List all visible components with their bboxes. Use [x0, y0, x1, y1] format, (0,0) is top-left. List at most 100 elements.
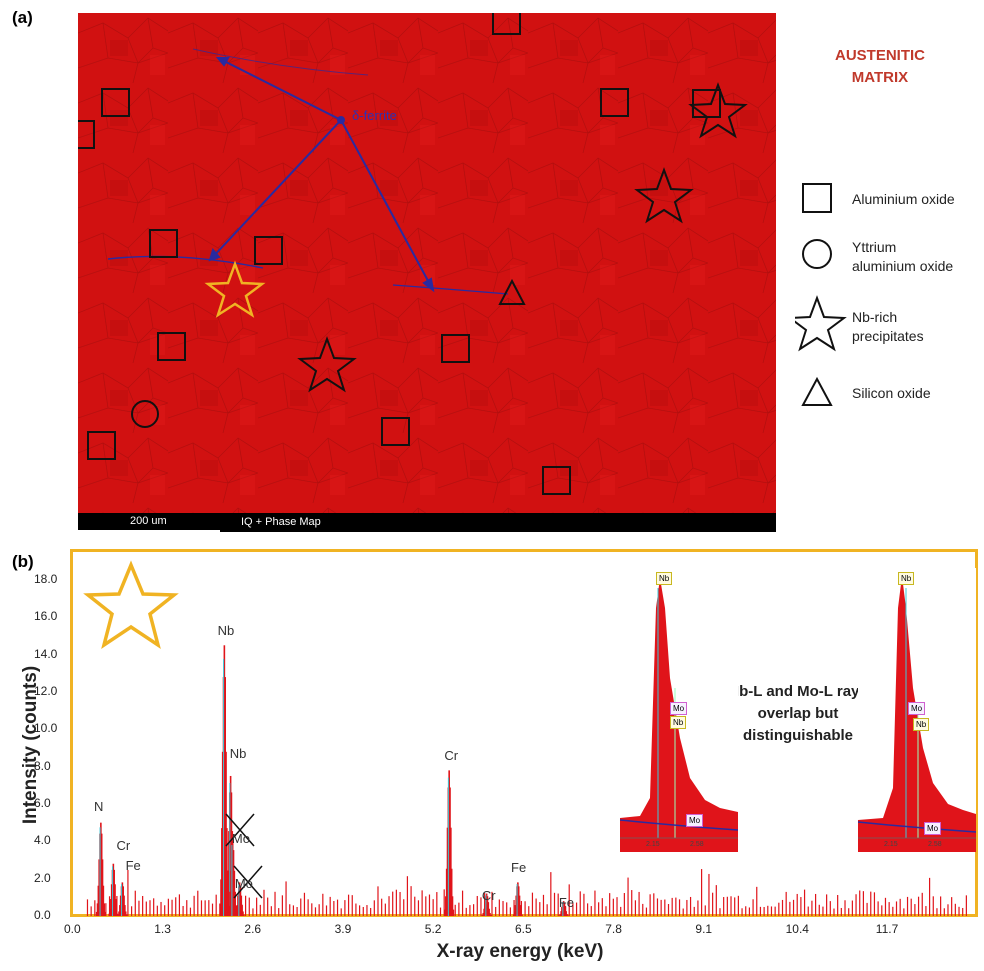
peak-bar — [444, 909, 446, 916]
x-tick-label: 9.1 — [695, 922, 713, 936]
peak-bar — [241, 905, 243, 916]
peak-bar — [485, 893, 488, 916]
noise-bar — [822, 906, 824, 916]
noise-bar — [461, 890, 464, 916]
noise-bar — [583, 893, 585, 916]
noise-bar — [748, 907, 751, 916]
noise-bar — [344, 900, 346, 916]
noise-bar — [693, 906, 695, 916]
noise-bar — [432, 899, 434, 916]
noise-bar — [682, 908, 684, 916]
peak-label: Cr — [481, 887, 496, 903]
noise-bar — [359, 905, 361, 916]
y-tick-label: 18.0 — [34, 571, 58, 586]
noise-bar — [351, 895, 353, 916]
peak-bar — [559, 913, 562, 916]
noise-bar — [458, 902, 460, 916]
peak-bar — [235, 911, 238, 916]
noise-bar — [675, 897, 677, 916]
peak-bar — [100, 833, 103, 916]
peak-bar — [225, 751, 227, 916]
micrograph-svg — [78, 13, 776, 532]
aluminium-oxide-marker — [441, 334, 470, 363]
peak-bar — [221, 828, 223, 916]
inset-tick-label: 2.58 — [690, 841, 704, 848]
noise-bar — [473, 904, 475, 916]
noise-bar — [774, 906, 776, 916]
noise-bar — [381, 898, 383, 916]
noise-bar — [388, 896, 390, 916]
x-tick-label: 1.3 — [154, 922, 171, 936]
noise-bar — [796, 893, 798, 916]
noise-bar — [770, 906, 773, 916]
inset-peak-label: Nb — [656, 572, 673, 585]
noise-bar — [171, 899, 173, 916]
noise-bar — [855, 894, 857, 916]
peak-bar — [240, 895, 243, 916]
star-icon — [795, 295, 847, 352]
peak-label: Nb — [229, 745, 247, 761]
noise-bar — [829, 901, 831, 916]
cross-mark — [225, 813, 255, 847]
noise-bar — [373, 900, 375, 916]
inset-peak-label: Mo — [670, 702, 688, 715]
peak-label: Cr — [116, 837, 131, 853]
aluminium-oxide-marker — [101, 88, 130, 117]
peak-bar — [102, 885, 105, 916]
noise-bar — [590, 906, 592, 916]
peak-label: Fe — [511, 860, 527, 876]
peak-bar — [115, 908, 118, 916]
peak-bar — [489, 912, 491, 916]
peak-bar — [113, 869, 115, 916]
noise-bar — [259, 904, 261, 916]
noise-bar — [940, 896, 942, 916]
noise-bar — [803, 889, 806, 916]
noise-bar — [715, 885, 717, 916]
peak-bar — [242, 914, 245, 916]
peak-bar — [95, 911, 98, 916]
noise-bar — [178, 894, 181, 916]
inset-peak-label: Mo — [924, 822, 942, 835]
peak-label: Cr — [444, 748, 459, 764]
y-axis-label: Intensity (counts) — [20, 665, 41, 825]
noise-bar — [656, 898, 659, 916]
peak-bar — [123, 895, 125, 916]
noise-bar — [895, 901, 898, 916]
noise-bar — [498, 899, 500, 916]
noise-bar — [248, 897, 250, 916]
noise-bar — [877, 901, 879, 916]
noise-bar — [476, 895, 478, 916]
scalebar-label: 200 um — [130, 515, 167, 527]
noise-bar — [653, 893, 655, 916]
noise-bar — [480, 897, 482, 916]
noise-bar — [156, 905, 158, 916]
spectrum-frame — [70, 549, 978, 917]
noise-bar — [752, 899, 754, 916]
noise-bar — [704, 905, 706, 916]
noise-bar — [689, 896, 692, 916]
x-tick-label: 5.2 — [424, 922, 442, 936]
noise-bar — [737, 895, 739, 916]
noise-bar — [86, 899, 89, 916]
noise-bar — [763, 907, 765, 916]
peak-bar — [560, 911, 562, 916]
noise-bar — [193, 895, 195, 916]
noise-bar — [649, 894, 651, 916]
nb-precipitate-marker — [688, 82, 748, 139]
noise-bar — [620, 906, 622, 916]
noise-bar — [697, 900, 699, 916]
noise-bar — [263, 889, 265, 916]
peak-bar — [124, 911, 127, 916]
noise-bar — [818, 904, 820, 916]
noise-bar — [138, 900, 140, 916]
noise-bar — [568, 884, 570, 916]
legend-symbols — [795, 183, 847, 406]
noise-bar — [399, 891, 401, 916]
peak-bar — [450, 868, 453, 916]
noise-bar — [318, 904, 320, 916]
peak-bar — [234, 914, 237, 916]
peak-bar — [100, 822, 102, 916]
noise-bar — [833, 908, 835, 916]
peak-bar — [226, 897, 229, 916]
peak-bar — [567, 915, 569, 916]
